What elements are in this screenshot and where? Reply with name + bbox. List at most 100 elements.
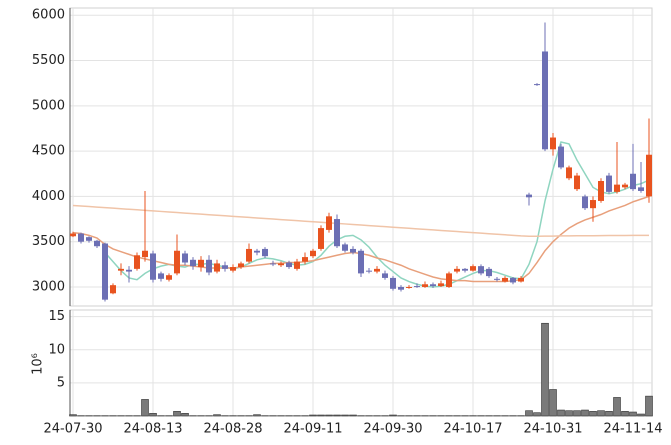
candle-body xyxy=(574,175,580,190)
volume-bar xyxy=(141,399,149,417)
candle-body xyxy=(126,269,132,272)
candle-body xyxy=(518,277,524,282)
candle-body xyxy=(542,51,548,150)
candle-body xyxy=(294,261,300,269)
candle-body xyxy=(606,175,612,192)
volume-bar xyxy=(341,414,349,417)
volume-bar xyxy=(549,389,557,417)
candle-body xyxy=(486,268,492,277)
x-tick-label: 24-09-11 xyxy=(283,422,342,437)
volume-bar xyxy=(69,414,77,417)
volume-bar xyxy=(149,413,157,417)
volume-bar xyxy=(213,414,221,417)
candle-body xyxy=(110,285,116,294)
volume-bar xyxy=(637,413,645,417)
candle-body xyxy=(118,268,124,271)
candle-body xyxy=(414,286,420,288)
candle-body xyxy=(86,237,92,241)
candle-body xyxy=(598,181,604,201)
candle-body xyxy=(222,265,228,269)
candle-body xyxy=(582,196,588,209)
candle-body xyxy=(366,270,372,272)
candle-body xyxy=(430,284,436,287)
x-tick-label: 24-10-31 xyxy=(523,422,582,437)
candle-body xyxy=(438,283,444,287)
candle-body xyxy=(382,273,388,278)
candle-body xyxy=(478,266,484,274)
moving-average-line xyxy=(72,204,649,238)
candle-body xyxy=(190,259,196,267)
volume-bar xyxy=(309,414,317,417)
candle-body xyxy=(70,233,76,237)
y-tick-label: 5000 xyxy=(32,98,65,113)
y-tick-label: 5 xyxy=(57,375,65,390)
y-tick-label: 4000 xyxy=(32,189,65,204)
volume-bar xyxy=(525,410,533,417)
candle-body xyxy=(614,184,620,192)
candle-body xyxy=(342,244,348,251)
y-tick-label: 3000 xyxy=(32,279,65,294)
candle-body xyxy=(566,167,572,179)
volume-bar xyxy=(565,410,573,417)
candle-body xyxy=(286,262,292,268)
y-tick-label: 3500 xyxy=(32,234,65,249)
candle-body xyxy=(558,146,564,168)
candle-body xyxy=(526,194,532,198)
candle-body xyxy=(646,154,652,197)
volume-bar xyxy=(605,411,613,417)
volume-bar xyxy=(645,395,653,417)
candle-body xyxy=(270,263,276,265)
candle-body xyxy=(374,268,380,272)
candle-body xyxy=(422,284,428,287)
volume-bar xyxy=(325,414,333,417)
candle-body xyxy=(550,137,556,150)
candle-body xyxy=(470,266,476,271)
candle-body xyxy=(398,286,404,290)
volume-bar xyxy=(533,412,541,417)
candle-body xyxy=(278,263,284,266)
volume-axis-label: 10⁶ xyxy=(31,353,46,375)
candle-body xyxy=(326,216,332,230)
y-tick-label: 5500 xyxy=(32,53,65,68)
volume-bar xyxy=(317,414,325,417)
candle-body xyxy=(454,268,460,272)
candle-body xyxy=(174,250,180,274)
volume-bar xyxy=(557,409,565,417)
y-tick-label: 6000 xyxy=(32,8,65,23)
candle-body xyxy=(230,267,236,271)
volume-bar xyxy=(349,414,357,417)
candle-body xyxy=(262,248,268,257)
candle-body xyxy=(630,173,636,190)
volume-bar xyxy=(389,414,397,417)
candle-body xyxy=(406,286,412,288)
candle-body xyxy=(462,268,468,271)
volume-bar xyxy=(589,411,597,417)
candle-body xyxy=(94,240,100,247)
y-tick-label: 4500 xyxy=(32,144,65,159)
x-tick-label: 24-10-17 xyxy=(443,422,502,437)
candle-body xyxy=(350,248,356,253)
volume-bar xyxy=(613,397,621,417)
candle-body xyxy=(254,250,260,253)
candle-body xyxy=(214,263,220,272)
candle-body xyxy=(102,243,108,300)
volume-bar xyxy=(581,409,589,417)
candle-body xyxy=(390,277,396,289)
candle-body xyxy=(166,275,172,280)
x-tick-label: 24-08-13 xyxy=(123,422,182,437)
volume-bar xyxy=(597,410,605,417)
volume-bar xyxy=(629,411,637,417)
candle-body xyxy=(334,219,340,247)
candle-body xyxy=(494,278,500,280)
volume-bar xyxy=(333,414,341,417)
candle-body xyxy=(510,277,516,283)
x-tick-label: 24-09-30 xyxy=(363,422,422,437)
candle-body xyxy=(358,250,364,274)
x-tick-label: 24-08-28 xyxy=(203,422,262,437)
volume-bar xyxy=(541,322,549,417)
candle-body xyxy=(622,184,628,188)
y-tick-label: 15 xyxy=(48,309,65,324)
volume-bar xyxy=(181,413,189,417)
candle-body xyxy=(206,259,212,273)
